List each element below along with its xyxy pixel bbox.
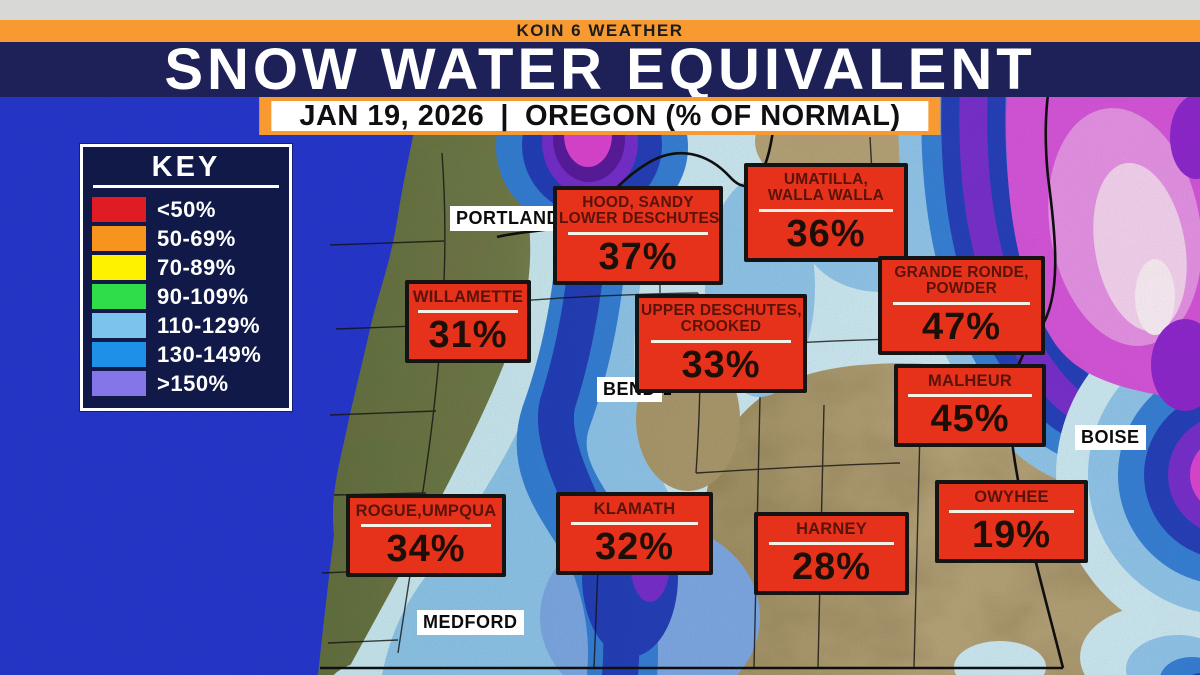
subtitle-separator: | [500,99,509,132]
key-entry-label: 130-149% [157,341,262,367]
key-entry-label: 70-89% [157,254,236,280]
basin-percent-value: 45% [930,398,1010,441]
basin-box-grande-ronde-powder: GRANDE RONDE, POWDER 47% [878,256,1045,355]
basin-name-line2: CROOKED [680,318,762,336]
basin-box-klamath: KLAMATH 32% [556,492,713,576]
basin-name-line1: UMATILLA, [783,171,869,188]
basin-name-line1: UPPER DESCHUTES, [641,302,802,319]
key-entry: 110-129% [92,311,280,340]
key-entries: <50% 50-69% 70-89% 90-109% 110-129% 130-149% >… [92,195,280,398]
basin-name-line2: LOWER DESCHUTES [559,210,720,228]
top-gray-strip [0,0,1200,20]
key-title: KEY [151,151,221,183]
basin-box-rogue-umpqua: ROGUE,UMPQUA 34% [346,494,506,578]
city-label-medford: MEDFORD [417,610,524,635]
subtitle-region: OREGON (% OF NORMAL) [524,99,901,132]
key-color-swatch [92,255,146,281]
basin-percent-value: 19% [971,514,1052,557]
basin-name-line1: OWYHEE [974,488,1049,506]
basin-name-line1: ROGUE,UMPQUA [355,502,497,520]
basin-name-line1: WILLAMETTE [412,288,524,306]
basin-divider [417,310,519,314]
title-bar: SNOW WATER EQUIVALENT [0,37,1200,102]
basin-percent-value: 34% [386,528,466,571]
basin-percent-value: 36% [786,212,866,255]
basin-percent-value: 32% [594,526,675,569]
basin-box-upper-deschutes-crooked: UPPER DESCHUTES, CROOKED 33% [635,294,807,393]
basin-percent-value: 37% [598,235,678,278]
subtitle-date: JAN 19, 2026 [299,99,485,132]
basin-divider [360,524,492,528]
page-title: SNOW WATER EQUIVALENT [164,37,1036,102]
key-entry: 70-89% [92,253,280,282]
basin-divider [759,208,893,212]
basin-percent-value: 31% [428,314,508,357]
key-entry: >150% [92,369,280,398]
key-entry-label: 110-129% [157,312,261,338]
basin-divider [949,510,1074,514]
basin-percent-value: 33% [681,343,761,386]
city-label-portland: PORTLAND [450,206,566,231]
basin-name-line1: HOOD, SANDY [582,194,694,211]
key-color-swatch [92,197,146,223]
key-entry: 50-69% [92,224,280,253]
basin-name-line1: GRANDE RONDE, [894,264,1029,281]
basin-divider [768,542,895,546]
basin-box-hood-sandy-lower-deschutes: HOOD, SANDY LOWER DESCHUTES 37% [553,186,723,285]
basin-name-line1: KLAMATH [593,500,676,518]
basin-name-line2: WALLA WALLA [767,187,885,205]
brand-label: KOIN 6 WEATHER [516,21,684,40]
basin-box-malheur: MALHEUR 45% [894,364,1046,448]
key-color-swatch [92,226,146,252]
basin-percent-value: 47% [921,305,1002,348]
basin-box-umatilla-walla-walla: UMATILLA, WALLA WALLA 36% [744,163,908,262]
basin-divider [893,301,1030,305]
basin-name-line1: HARNEY [796,520,867,538]
key-entry-label: <50% [157,196,216,222]
key-legend: KEY <50% 50-69% 70-89% 90-109% 110-129% 130-1… [79,142,293,413]
key-entry-label: >150% [157,370,229,396]
basin-box-owyhee: OWYHEE 19% [935,480,1088,564]
key-color-swatch [92,342,146,368]
basin-name-line2: POWDER [926,280,997,298]
basin-name-line1: MALHEUR [928,372,1012,390]
basin-divider [570,522,699,526]
basin-divider [650,339,792,343]
key-entry-label: 90-109% [157,283,249,309]
subtitle-bar: JAN 19, 2026 | OREGON (% OF NORMAL) [259,97,941,135]
key-color-swatch [92,284,146,310]
brand-bar: KOIN 6 WEATHER [0,20,1200,42]
key-color-swatch [92,313,146,339]
key-entry: 130-149% [92,340,280,369]
key-title-underline [93,185,279,189]
city-label-boise: BOISE [1075,425,1146,450]
key-color-swatch [92,371,146,397]
basin-box-harney: HARNEY 28% [754,512,909,596]
key-entry: <50% [92,195,280,224]
key-entry: 90-109% [92,282,280,311]
basin-box-willamette: WILLAMETTE 31% [405,280,531,364]
basin-divider [908,394,1032,398]
basin-divider [568,231,708,235]
basin-percent-value: 28% [791,546,872,589]
key-entry-label: 50-69% [157,225,236,251]
